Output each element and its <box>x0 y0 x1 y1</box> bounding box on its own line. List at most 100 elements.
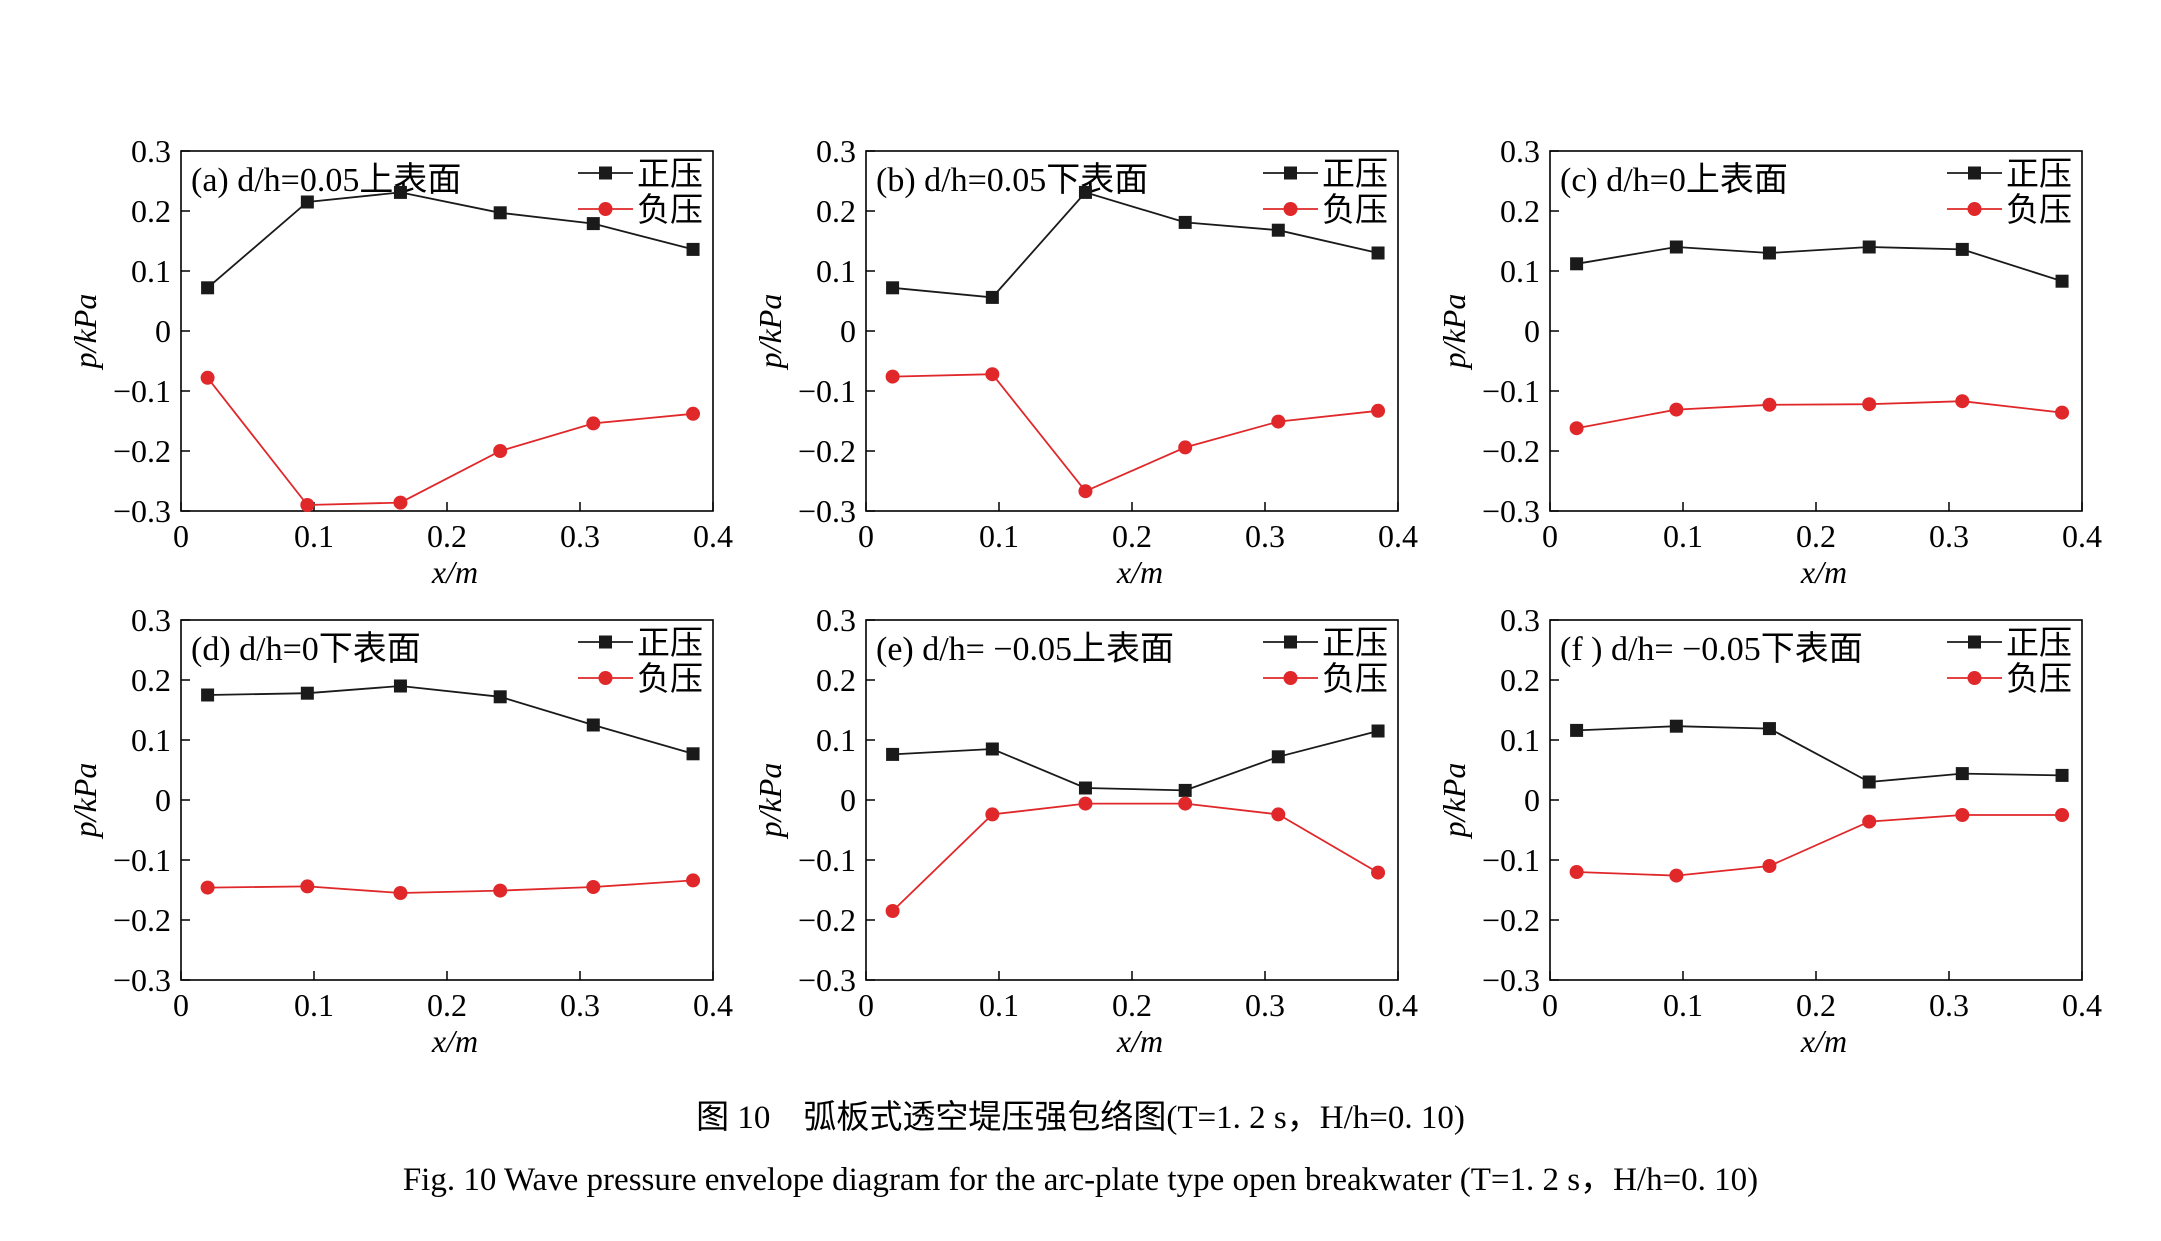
x-tick-label: 0.3 <box>1245 987 1285 1023</box>
y-tick-label: −0.2 <box>113 433 171 469</box>
data-point-square <box>1669 719 1683 733</box>
y-tick-label: 0.2 <box>1500 662 1540 698</box>
y-tick-label: −0.3 <box>798 962 856 998</box>
data-point-circle <box>200 880 215 895</box>
x-tick-label: 0 <box>1542 987 1558 1023</box>
legend-marker-square <box>1968 635 1981 649</box>
panel-label: (f ) d/h= −0.05下表面 <box>1560 630 1863 668</box>
plot-frame <box>180 150 714 512</box>
data-point-square <box>686 747 700 761</box>
y-tick-label: −0.1 <box>1482 842 1540 878</box>
data-point-circle <box>586 880 601 894</box>
legend-label: 正压 <box>2006 157 2072 193</box>
legend-marker-square <box>599 166 612 180</box>
legend-marker-circle <box>1283 671 1298 685</box>
y-tick-label: 0.1 <box>131 722 171 758</box>
data-point-circle <box>1178 440 1193 455</box>
y-tick-label: 0.2 <box>816 193 856 229</box>
data-point-circle <box>1669 402 1684 417</box>
y-tick-label: 0.2 <box>1500 193 1540 229</box>
x-tick-label: 0 <box>173 518 189 554</box>
x-tick-label: 0.4 <box>2062 987 2102 1023</box>
y-tick-label: 0.1 <box>816 253 856 289</box>
data-point-square <box>393 185 407 199</box>
x-tick-label: 0.1 <box>1663 518 1703 554</box>
data-point-square <box>1762 722 1776 736</box>
data-point-circle <box>200 370 215 385</box>
legend-label: 正压 <box>637 157 703 193</box>
y-tick-label: 0 <box>155 782 171 818</box>
legend-label: 负压 <box>1322 192 1388 229</box>
x-tick-label: 0.4 <box>693 518 733 554</box>
data-point-circle <box>1569 421 1584 436</box>
data-point-circle <box>393 886 408 900</box>
data-point-circle <box>1371 865 1386 880</box>
y-axis-label: p/kPa <box>67 294 103 371</box>
legend-label: 负压 <box>2006 661 2072 698</box>
data-point-square <box>1955 767 1969 781</box>
y-tick-label: 0.3 <box>816 602 856 638</box>
x-tick-label: 0.2 <box>1112 518 1152 554</box>
y-axis-label: p/kPa <box>752 294 788 371</box>
series-line <box>1576 814 2063 877</box>
x-tick-label: 0.4 <box>1378 987 1418 1023</box>
x-tick-label: 0.2 <box>427 987 467 1023</box>
data-point-square <box>1862 240 1876 254</box>
series-line <box>207 879 694 894</box>
series-line <box>207 685 694 755</box>
data-point-square <box>1078 781 1092 795</box>
plot-frame <box>865 619 1399 981</box>
x-tick-label: 0 <box>858 987 874 1023</box>
plot-frame <box>180 619 714 981</box>
data-point-square <box>1271 223 1285 237</box>
x-axis-label: x/m <box>1116 1023 1163 1059</box>
data-point-square <box>2055 768 2069 782</box>
y-axis-label: p/kPa <box>752 763 788 840</box>
data-point-square <box>886 747 900 761</box>
chart-panel: 0 0.1 0.2 0.3 0.4 0.3 0.2 0.1 0 −0.1 −0.2 −0.3 x/m p/… <box>67 133 733 590</box>
legend-marker-circle <box>1283 202 1298 216</box>
data-point-circle <box>493 444 508 458</box>
x-tick-label: 0.3 <box>1929 518 1969 554</box>
legend-marker-square <box>1968 166 1981 180</box>
legend-label: 正压 <box>637 626 703 662</box>
x-tick-label: 0.2 <box>1112 987 1152 1023</box>
chart-panel: 0 0.1 0.2 0.3 0.4 0.3 0.2 0.1 0 −0.1 −0.2 −0.3 x/m p/… <box>1436 602 2102 1059</box>
data-point-circle <box>1762 859 1777 873</box>
caption-chinese: 图 10 弧板式透空堤压强包络图(T=1. 2 s，H/h=0. 10) <box>696 1100 1465 1136</box>
y-tick-label: 0 <box>840 782 856 818</box>
series-line <box>1576 400 2063 430</box>
legend-label: 负压 <box>637 661 703 698</box>
legend-marker-circle <box>598 202 613 216</box>
data-point-circle <box>1271 414 1286 429</box>
legend-label: 负压 <box>637 192 703 229</box>
panel-label: (e) d/h= −0.05上表面 <box>876 630 1174 668</box>
data-point-circle <box>1371 403 1386 418</box>
data-point-circle <box>1762 397 1777 412</box>
data-point-square <box>2055 274 2069 288</box>
x-tick-label: 0.2 <box>1796 518 1836 554</box>
data-point-circle <box>885 369 900 384</box>
data-point-square <box>1178 215 1192 229</box>
data-point-circle <box>1078 796 1093 811</box>
x-tick-label: 0.3 <box>560 518 600 554</box>
data-point-square <box>493 206 507 220</box>
legend-marker-square <box>1284 635 1297 649</box>
y-tick-label: −0.3 <box>1482 493 1540 529</box>
data-point-circle <box>493 883 508 898</box>
x-tick-label: 0 <box>858 518 874 554</box>
y-tick-label: −0.2 <box>798 902 856 938</box>
series-line <box>892 191 1379 299</box>
data-point-square <box>1762 246 1776 260</box>
data-point-square <box>586 718 600 732</box>
x-tick-label: 0.4 <box>2062 518 2102 554</box>
plot-frame <box>865 150 1399 512</box>
data-point-circle <box>2055 808 2070 822</box>
data-point-circle <box>1955 808 1970 822</box>
data-point-circle <box>1862 397 1877 412</box>
x-tick-label: 0 <box>1542 518 1558 554</box>
legend-marker-square <box>599 635 612 649</box>
data-point-square <box>1178 783 1192 797</box>
x-tick-label: 0.1 <box>1663 987 1703 1023</box>
series-line <box>206 377 694 506</box>
